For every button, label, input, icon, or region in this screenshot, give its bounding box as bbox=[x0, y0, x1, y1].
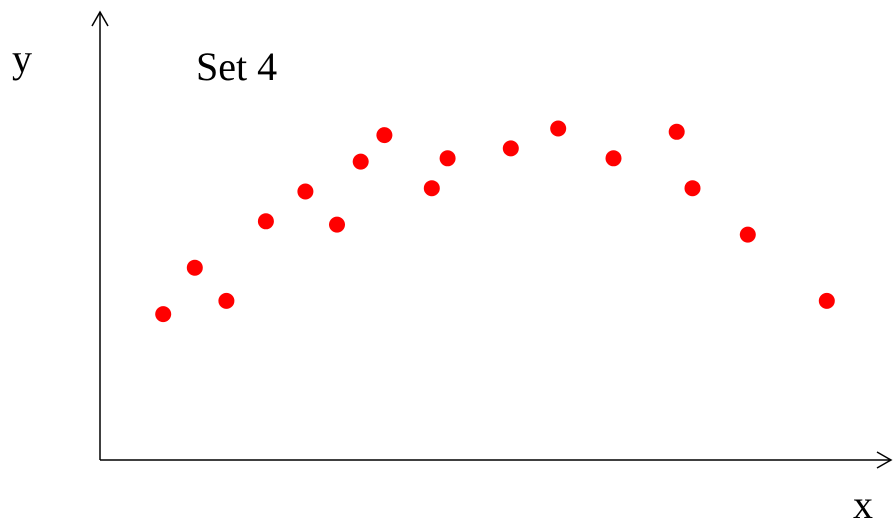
y-axis-arrowhead bbox=[91, 10, 109, 27]
data-point bbox=[423, 180, 440, 197]
data-point bbox=[818, 292, 835, 309]
data-point bbox=[668, 123, 685, 140]
chart-title: Set 4 bbox=[196, 44, 277, 89]
data-point bbox=[739, 226, 756, 243]
data-points bbox=[155, 120, 835, 323]
x-axis-label: x bbox=[853, 482, 873, 523]
data-point bbox=[605, 150, 622, 167]
data-point bbox=[502, 140, 519, 157]
data-point bbox=[297, 183, 314, 200]
data-point bbox=[218, 292, 235, 309]
data-point bbox=[155, 306, 172, 323]
data-point bbox=[352, 153, 369, 170]
data-point bbox=[439, 150, 456, 167]
data-point bbox=[186, 259, 203, 276]
data-point bbox=[329, 216, 345, 233]
x-axis-arrowhead bbox=[876, 451, 893, 469]
data-point bbox=[257, 213, 274, 230]
data-point bbox=[376, 127, 393, 144]
data-point bbox=[550, 120, 567, 137]
y-axis-label: y bbox=[12, 36, 32, 81]
data-point bbox=[684, 180, 701, 197]
